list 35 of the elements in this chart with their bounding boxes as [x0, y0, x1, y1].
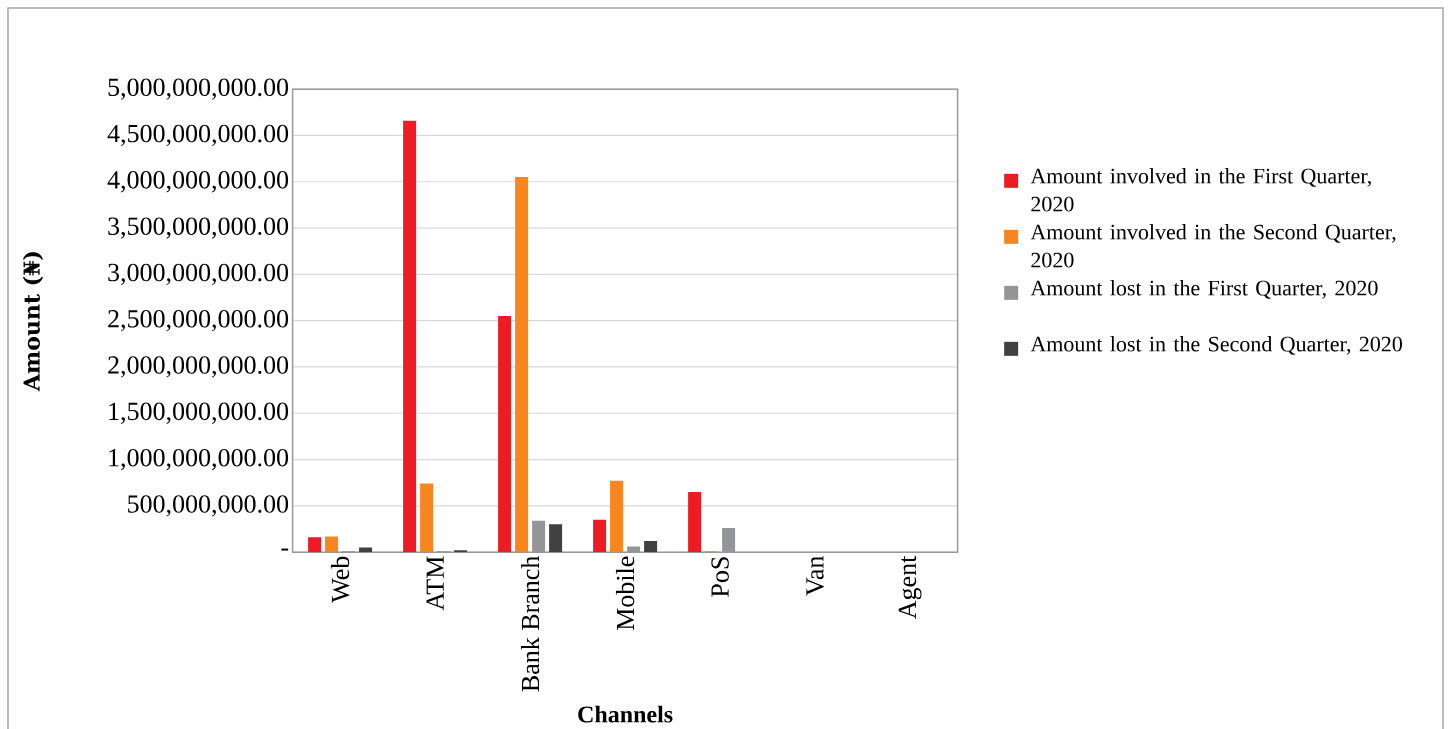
- legend-label: Amount involved in the Second Quarter, 2020: [1030, 224, 1396, 268]
- x-tick-label: Agent: [898, 555, 922, 619]
- x-tick-label: Van: [806, 556, 824, 596]
- legend-label: Amount lost in the First Quarter, 2020: [1030, 280, 1378, 299]
- y-tick-label: 5,000,000,000.00: [108, 78, 289, 100]
- bar: [420, 483, 434, 553]
- y-tick-label: 3,500,000,000.00: [108, 217, 289, 239]
- x-tick-label: PoS: [711, 557, 729, 597]
- legend-label: Amount involved in the First Quarter, 2020: [1030, 168, 1371, 212]
- bar: [403, 120, 417, 553]
- x-tick-label: ATM: [426, 556, 444, 611]
- bar: [593, 519, 607, 553]
- bar: [308, 537, 322, 553]
- y-tick-label: 1,500,000,000.00: [109, 402, 289, 424]
- y-tick-label: 2,500,000,000.00: [108, 309, 289, 332]
- y-axis-title: Amount (₦): [22, 252, 44, 392]
- bar: [644, 541, 658, 553]
- y-tick-label: -: [281, 548, 289, 551]
- y-tick-label: 4,500,000,000.00: [107, 124, 289, 147]
- y-tick-label: 500,000,000.00: [128, 495, 289, 517]
- x-tick-label: Web: [330, 556, 350, 603]
- bar: [549, 524, 563, 553]
- x-axis-title: Channels: [578, 705, 673, 723]
- x-tick-label: Bank Branch: [520, 556, 540, 692]
- bar: [325, 536, 339, 553]
- y-tick-label: 4,000,000,000.00: [107, 171, 289, 193]
- y-tick-label: 2,000,000,000.00: [108, 356, 289, 378]
- x-tick-label: Mobile: [615, 556, 635, 631]
- y-tick-label: 3,000,000,000.00: [108, 263, 289, 285]
- bar: [515, 177, 529, 553]
- bar: [688, 491, 702, 553]
- bar: [610, 480, 624, 553]
- legend-label: Amount lost in the Second Quarter, 2020: [1030, 336, 1402, 355]
- y-tick-label: 1,000,000,000.00: [109, 448, 289, 471]
- bar: [498, 316, 512, 553]
